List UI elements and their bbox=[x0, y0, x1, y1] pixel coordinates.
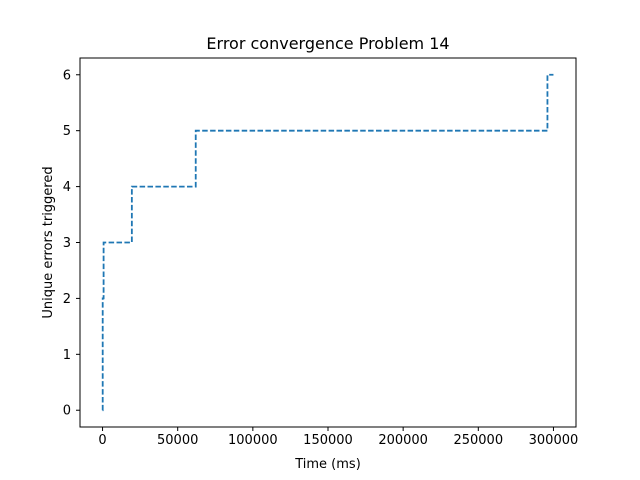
y-axis-label: Unique errors triggered bbox=[41, 166, 56, 318]
x-tick-label: 200000 bbox=[378, 433, 428, 448]
x-tick-label: 50000 bbox=[157, 433, 198, 448]
x-tick-label: 250000 bbox=[453, 433, 503, 448]
y-axis: 0 1 2 3 4 5 6 bbox=[63, 68, 80, 419]
y-tick-label: 1 bbox=[63, 348, 71, 363]
series-layer bbox=[101, 73, 554, 412]
x-axis-label: Time (ms) bbox=[294, 457, 361, 472]
x-tick-label: 100000 bbox=[228, 433, 278, 448]
y-tick-label: 3 bbox=[63, 236, 71, 251]
y-tick-label: 6 bbox=[63, 68, 71, 83]
plot-background bbox=[80, 58, 576, 427]
plot-area bbox=[80, 58, 576, 427]
chart-title: Error convergence Problem 14 bbox=[206, 34, 449, 53]
y-tick-label: 2 bbox=[63, 292, 71, 307]
y-tick-label: 4 bbox=[63, 180, 71, 195]
x-tick-label: 0 bbox=[98, 433, 106, 448]
y-tick-label: 0 bbox=[63, 404, 71, 419]
x-tick-label: 150000 bbox=[303, 433, 353, 448]
y-tick-label: 5 bbox=[63, 124, 71, 139]
series-line-0 bbox=[101, 73, 554, 412]
x-tick-label: 300000 bbox=[529, 433, 579, 448]
x-axis: 0 50000 100000 150000 200000 250000 300000 bbox=[98, 427, 578, 448]
